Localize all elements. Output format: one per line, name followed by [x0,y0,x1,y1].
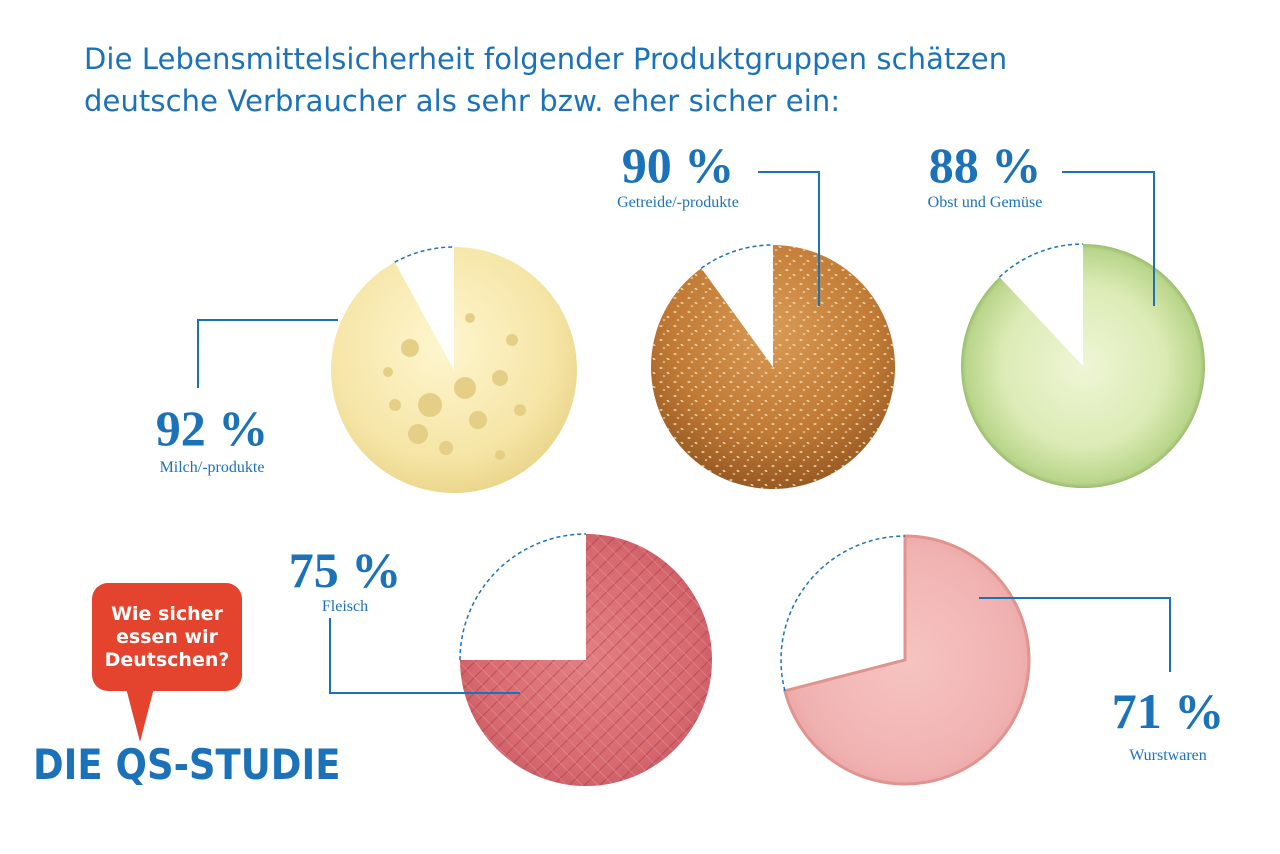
chart-title: Die Lebensmittelsicherheit folgender Pro… [84,38,1007,122]
pie-getreide [650,244,895,490]
pie-texture-fleisch [460,534,712,786]
chart-title-line-2: deutsche Verbraucher als sehr bzw. eher … [84,84,841,118]
value-label-wurst: 71 % [1112,683,1225,739]
value-label-getreide: 90 % [622,137,735,193]
pie-wurst [780,534,1031,786]
chart-title-line-1: Die Lebensmittelsicherheit folgender Pro… [84,42,1008,76]
bubble-line-2: essen wir [116,625,218,648]
pie-gap-arc-fleisch [459,533,587,661]
cheese-hole [495,450,505,460]
bubble-tail [126,688,154,742]
category-label-obst: Obst und Gemüse [928,194,1043,211]
category-label-milch: Milch/-produkte [160,459,265,476]
category-label-wurst: Wurstwaren [1129,747,1207,764]
leader-line-wurst [979,597,1171,672]
cheese-hole [401,339,419,357]
cheese-hole [408,424,428,444]
cheese-hole [383,367,393,377]
leader-line-getreide [758,171,820,306]
cheese-hole [506,334,518,346]
pie-slice-obst [960,244,1205,488]
leader-line-milch [197,319,338,388]
pie-gap-arc-milch [394,246,455,263]
pie-slice-wurst [784,536,1029,784]
category-label-getreide: Getreide/-produkte [617,194,739,211]
question-bubble: Wie sicher essen wir Deutschen? [92,583,242,691]
leader-line-fleisch [329,618,520,694]
value-label-obst: 88 % [929,137,1042,193]
pie-milch [330,246,577,494]
category-label-fleisch: Fleisch [322,598,368,615]
cheese-hole [439,441,453,455]
pie-gap-arc-obst [998,243,1084,278]
leader-line-obst [1062,171,1155,306]
value-label-milch: 92 % [156,400,269,456]
bubble-line-3: Deutschen? [104,648,230,671]
pie-slice-milch [330,247,577,494]
cheese-hole [514,404,526,416]
cheese-hole [469,411,487,429]
pie-gap-arc-wurst [780,535,906,692]
pie-fleisch [459,533,712,786]
cheese-hole [418,393,442,417]
value-label-fleisch: 75 % [289,542,402,598]
cheese-hole [492,370,508,386]
brand-logo: DIE QS-STUDIE [33,740,341,789]
bubble-line-1: Wie sicher [111,602,223,625]
ham-rind [783,534,1031,786]
cheese-hole [389,399,401,411]
pie-texture-getreide [650,245,895,490]
pie-obst [960,243,1205,488]
cheese-hole [465,313,475,323]
cheese-hole [454,377,476,399]
pie-gap-arc-getreide [700,244,774,269]
